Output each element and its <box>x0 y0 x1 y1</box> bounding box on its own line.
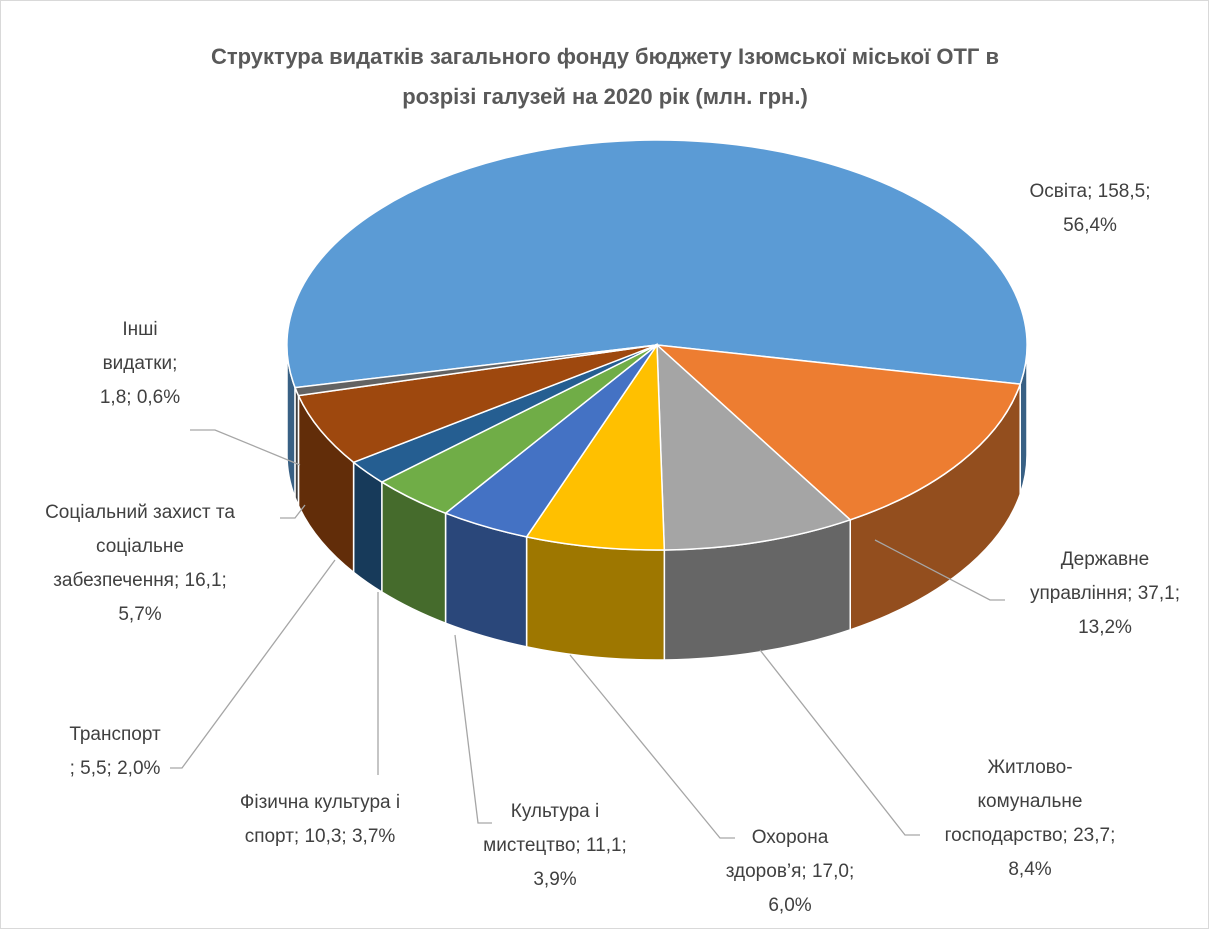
data-label: Житлово- <box>987 757 1072 778</box>
slice <box>297 344 658 464</box>
data-label: видатки; <box>103 353 178 374</box>
leader-line <box>569 654 735 839</box>
data-label: Державне <box>1061 549 1149 570</box>
data-label: Інші <box>122 319 157 340</box>
data-label: Освіта; 158,5; <box>1029 181 1150 202</box>
slice <box>286 139 1028 389</box>
slice <box>656 343 852 551</box>
data-label: 1,8; 0,6% <box>100 387 180 408</box>
data-label: соціальне <box>96 536 184 557</box>
leader-line <box>190 429 301 466</box>
data-label: спорт; 10,3; 3,7% <box>245 826 396 847</box>
slice-side <box>525 535 666 661</box>
data-label: 3,9% <box>533 869 576 890</box>
data-label: 8,4% <box>1008 859 1051 880</box>
data-label: Культура і <box>511 801 600 822</box>
data-label: забезпечення; 16,1; <box>53 570 227 591</box>
data-label: господарство; 23,7; <box>945 825 1116 846</box>
data-label: Охорона <box>752 827 829 848</box>
data-label: 56,4% <box>1063 215 1117 236</box>
leader-line <box>874 539 1005 601</box>
data-label: 6,0% <box>768 895 811 916</box>
leader-line <box>454 634 492 824</box>
leader-line <box>280 504 306 519</box>
chart-title: Структура видатків загального фонду бюдж… <box>211 44 999 69</box>
slice-side <box>352 460 383 594</box>
data-label: 5,7% <box>118 604 161 625</box>
data-label: Соціальний захист та <box>45 502 235 523</box>
slice <box>654 344 1022 521</box>
slice <box>525 342 666 551</box>
leader-line <box>759 649 920 836</box>
slice <box>294 344 658 397</box>
chart-title: розрізі галузей на 2020 рік (млн. грн.) <box>402 84 808 109</box>
data-label: мистецтво; 11,1; <box>483 835 627 856</box>
data-label: здоров’я; 17,0; <box>726 861 855 882</box>
slice-side <box>294 387 300 506</box>
data-label: Транспорт <box>69 724 161 745</box>
data-label: Фізична культура і <box>240 792 400 813</box>
data-label: управління; 37,1; <box>1030 583 1180 604</box>
data-label: 13,2% <box>1078 617 1132 638</box>
data-label: комунальне <box>978 791 1083 812</box>
data-label: ; 5,5; 2,0% <box>70 758 161 779</box>
leader-line <box>170 559 336 769</box>
